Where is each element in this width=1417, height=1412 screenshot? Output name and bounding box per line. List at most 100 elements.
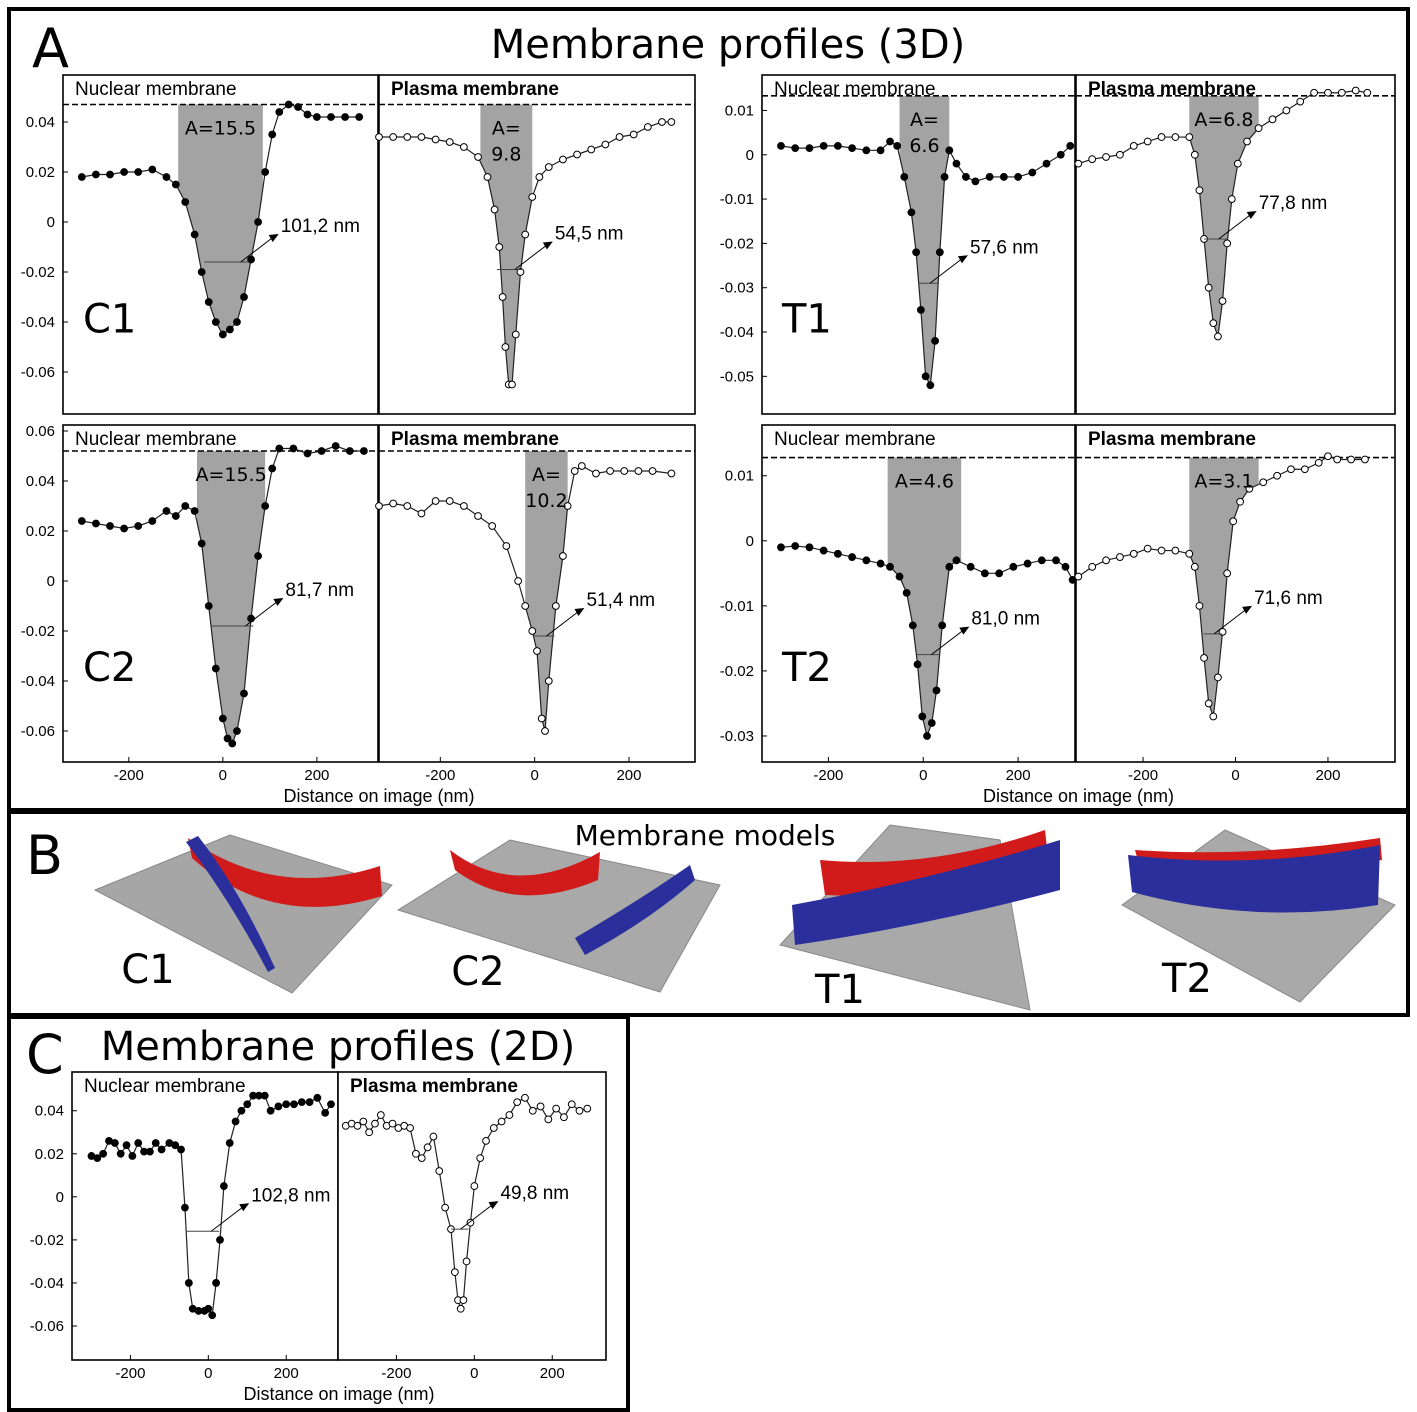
profile-point bbox=[152, 1140, 159, 1147]
x-tick-label: 200 bbox=[540, 1365, 565, 1382]
profile-point bbox=[1228, 196, 1235, 203]
x-tick-label: 200 bbox=[1315, 767, 1340, 784]
profile-point bbox=[213, 1280, 220, 1287]
panel-title: Plasma membrane bbox=[391, 79, 559, 100]
profile-point bbox=[568, 1101, 575, 1108]
profile-point bbox=[182, 503, 189, 510]
area-label: A=6.8 bbox=[1194, 109, 1253, 131]
profile-point bbox=[1364, 89, 1371, 96]
x-tick-label: -200 bbox=[381, 1365, 411, 1382]
profile-point bbox=[1000, 174, 1007, 181]
profile-point bbox=[778, 544, 785, 551]
profile-point bbox=[1230, 518, 1237, 525]
x-tick-label: 0 bbox=[470, 1365, 478, 1382]
profile-point bbox=[304, 450, 311, 457]
profile-point bbox=[149, 518, 156, 525]
y-tick-label: 0.06 bbox=[26, 423, 55, 440]
profile-point bbox=[1038, 557, 1045, 564]
profile-point bbox=[135, 169, 142, 176]
panel-title: Nuclear membrane bbox=[774, 429, 936, 450]
profile-point bbox=[217, 1236, 224, 1243]
y-tick-label: -0.06 bbox=[30, 1318, 64, 1335]
profile-point bbox=[407, 1125, 414, 1132]
profile-point bbox=[1130, 143, 1137, 150]
profile-point bbox=[262, 169, 269, 176]
profile-point bbox=[922, 373, 929, 380]
profile-point bbox=[1201, 655, 1208, 662]
profile-point bbox=[275, 1103, 282, 1110]
profile-point bbox=[553, 1105, 560, 1112]
profile-point bbox=[498, 1118, 505, 1125]
profile-point bbox=[255, 553, 262, 560]
profile-point bbox=[1196, 602, 1203, 609]
profile-point bbox=[644, 124, 651, 131]
profile-point bbox=[901, 174, 908, 181]
profile-point bbox=[376, 503, 383, 510]
y-tick-label: 0 bbox=[47, 214, 55, 231]
profile-point bbox=[390, 134, 397, 141]
profile-point bbox=[1010, 563, 1017, 570]
area-label: A= bbox=[910, 109, 939, 131]
profile-point bbox=[93, 520, 100, 527]
profile-point bbox=[863, 557, 870, 564]
profile-point bbox=[424, 1144, 431, 1151]
profile-point bbox=[1297, 98, 1304, 105]
profile-point bbox=[1215, 333, 1222, 340]
y-tick-label: -0.05 bbox=[720, 368, 754, 385]
profile-point bbox=[229, 740, 236, 747]
profile-point bbox=[996, 570, 1003, 577]
sample-label: C2 bbox=[83, 645, 136, 691]
panel-letter: C bbox=[26, 1023, 64, 1086]
profile-point bbox=[1117, 151, 1124, 158]
profile-point bbox=[946, 563, 953, 570]
x-tick-label: 200 bbox=[616, 767, 641, 784]
profile-point bbox=[778, 143, 785, 150]
x-tick-label: -200 bbox=[425, 767, 455, 784]
profile-point bbox=[941, 174, 948, 181]
width-label: 77,8 nm bbox=[1259, 193, 1328, 214]
profile-point bbox=[471, 1183, 478, 1190]
profile-point bbox=[1103, 557, 1110, 564]
panel-title: Nuclear membrane bbox=[75, 79, 237, 100]
profile-point bbox=[451, 1269, 458, 1276]
profile-point bbox=[483, 1137, 490, 1144]
profile-point bbox=[607, 468, 614, 475]
profile-point bbox=[94, 1155, 101, 1162]
profile-point bbox=[460, 1297, 467, 1304]
profile-point bbox=[1089, 563, 1096, 570]
area-label: A= bbox=[532, 464, 561, 486]
y-tick-label: 0 bbox=[47, 573, 55, 590]
area-label: 9.8 bbox=[491, 144, 521, 166]
width-label: 102,8 nm bbox=[251, 1185, 330, 1206]
profile-point bbox=[346, 448, 353, 455]
profile-point bbox=[1015, 174, 1022, 181]
x-tick-label: 0 bbox=[1231, 767, 1239, 784]
profile-point bbox=[602, 141, 609, 148]
panel-title: Plasma membrane bbox=[391, 429, 559, 450]
profile-point bbox=[522, 1094, 529, 1101]
y-tick-label: 0.01 bbox=[725, 102, 754, 119]
profile-point bbox=[576, 1107, 583, 1114]
profile-point bbox=[261, 1092, 268, 1099]
profile-point bbox=[538, 715, 545, 722]
profile-point bbox=[529, 194, 536, 201]
profile-point bbox=[792, 145, 799, 152]
y-tick-label: -0.06 bbox=[21, 364, 55, 381]
profile-point bbox=[792, 543, 799, 550]
profile-point bbox=[234, 319, 241, 326]
profile-point bbox=[1103, 154, 1110, 161]
profile-point bbox=[360, 448, 367, 455]
profile-point bbox=[972, 178, 979, 185]
profile-point bbox=[283, 1101, 290, 1108]
profile-point bbox=[463, 1258, 470, 1265]
profile-point bbox=[887, 138, 894, 145]
profile-point bbox=[489, 523, 496, 530]
profile-point bbox=[457, 1305, 464, 1312]
profile-point bbox=[522, 231, 529, 238]
profile-point bbox=[446, 498, 453, 505]
profile-point bbox=[986, 174, 993, 181]
profile-point bbox=[1191, 563, 1198, 570]
profile-point bbox=[356, 114, 363, 121]
profile-point bbox=[172, 1142, 179, 1149]
profile-point bbox=[262, 503, 269, 510]
